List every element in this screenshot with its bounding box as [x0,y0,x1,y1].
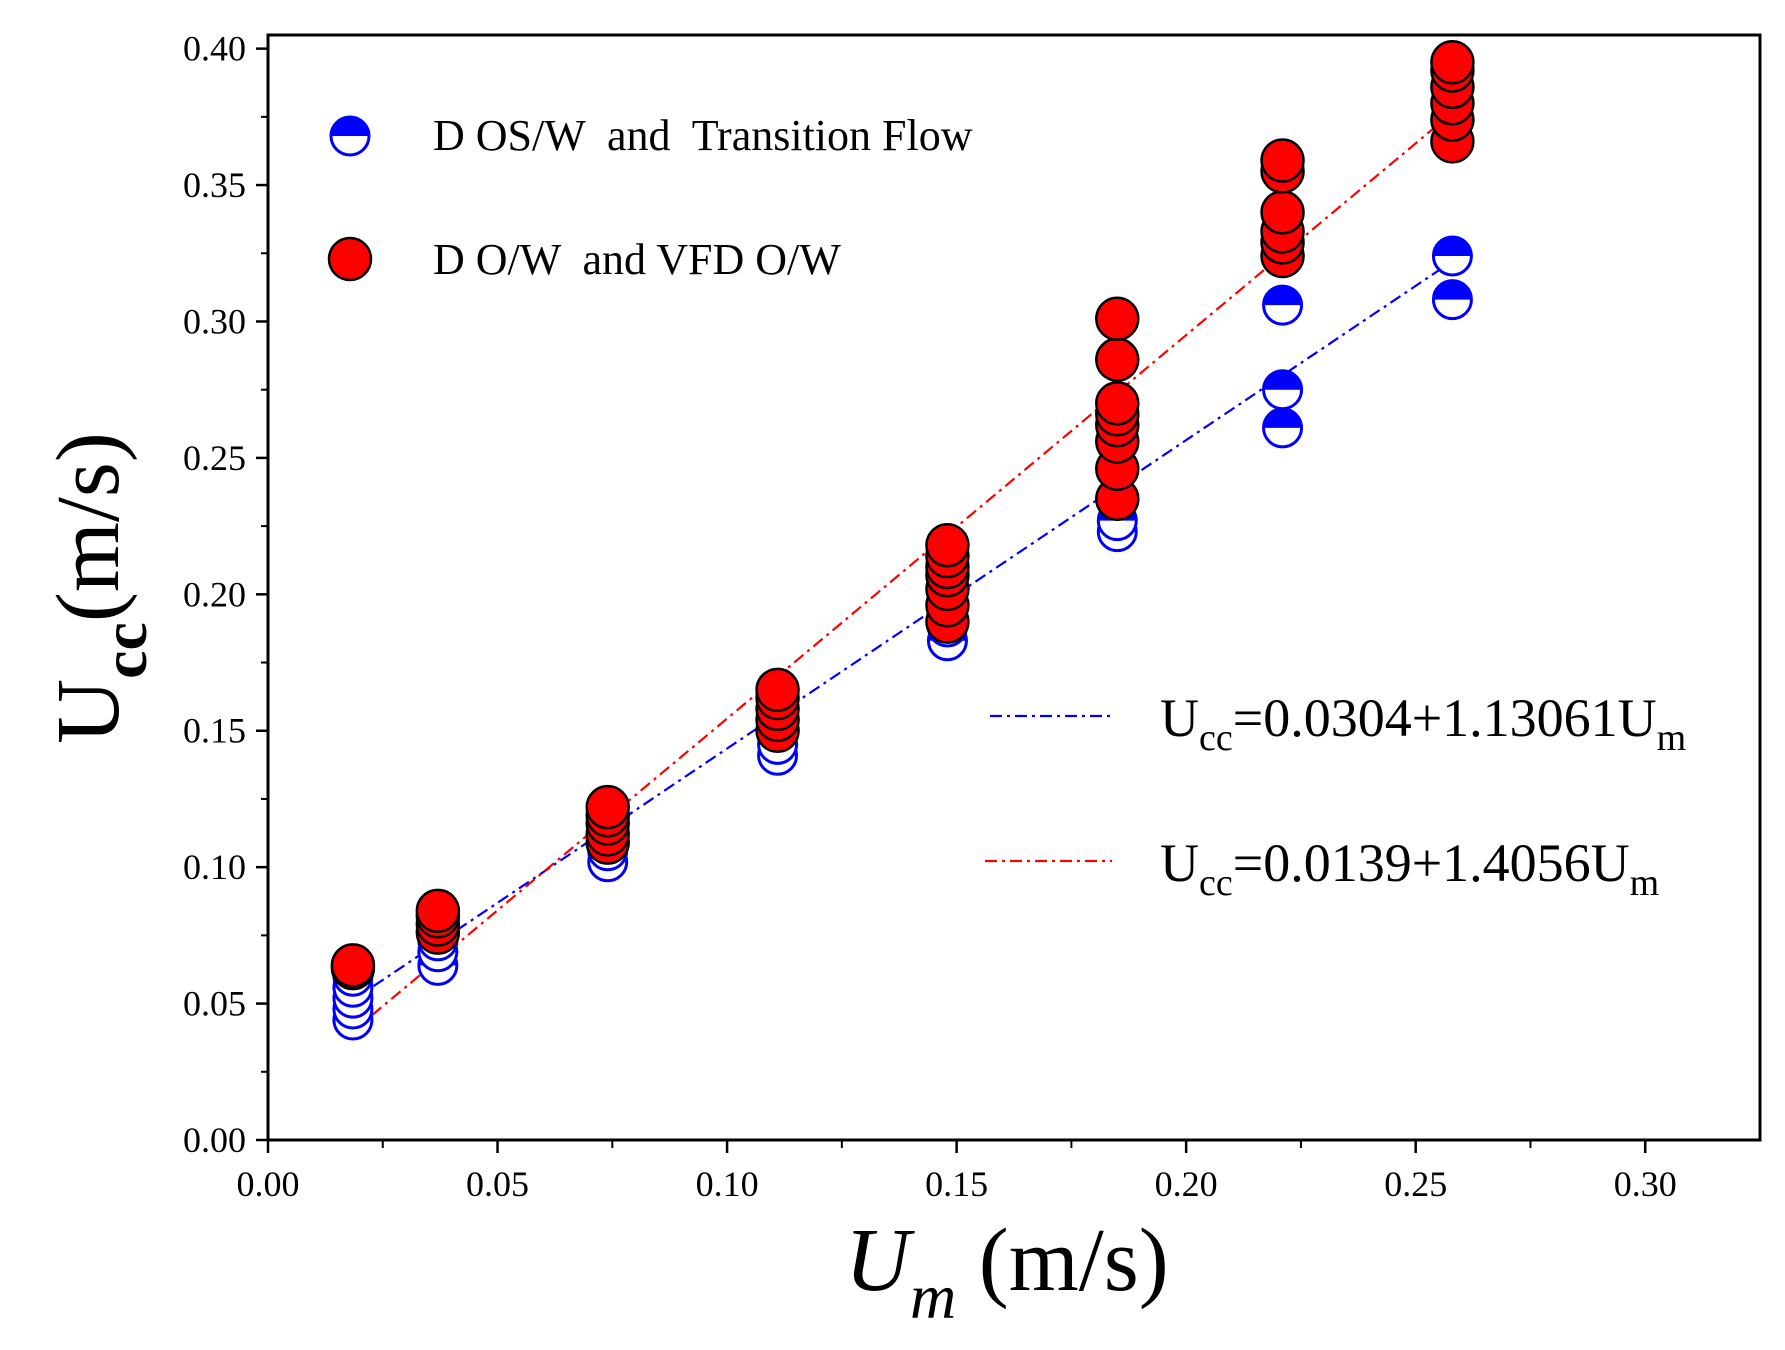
fit-equation-red: Ucc=0.0139+1.4056Um [1160,833,1659,904]
plot-frame [266,33,1762,1142]
blue-data-point [1262,284,1304,326]
red-data-point [330,943,376,988]
blue-point-fill [1433,280,1472,300]
blue-point-fill [1263,286,1302,306]
y-tick-label: 0.00 [183,1120,246,1160]
red-data-point [415,888,461,934]
red-data-point [1430,40,1475,85]
y-axis-title: Ucc(m/s) [39,432,160,744]
x-tick-label: 0.30 [1614,1164,1677,1204]
y-tick-label: 0.15 [183,711,246,751]
legend: D OS/W and Transition Flow D O/W and VFD… [327,111,973,284]
blue-point-fill [1433,237,1472,256]
blue-data-point [1262,369,1304,411]
blue-data-point [1431,279,1473,321]
fit-equation-blue: Ucc=0.0304+1.13061Um [1160,688,1686,759]
red-data-point [1095,381,1140,426]
red-data-point [1095,296,1140,342]
y-tick-label: 0.10 [183,847,246,887]
y-tick-label: 0.35 [183,165,246,205]
y-tick-label: 0.05 [183,984,246,1024]
red-data-point [1260,190,1305,235]
x-tick-label: 0.15 [925,1164,988,1204]
x-tick-label: 0.10 [696,1164,759,1204]
red-data-point [1260,138,1305,183]
x-axis-title: Um (m/s) [845,1211,1169,1332]
legend-marker-red [327,236,373,282]
blue-data-point [1431,235,1473,277]
blue-point-fill [1263,370,1302,390]
x-tick-label: 0.05 [466,1164,529,1204]
red-data-point [755,667,800,713]
red-data-point [585,784,630,830]
y-tick-label: 0.20 [183,574,246,614]
y-tick-label: 0.25 [183,438,246,478]
blue-point-fill [1263,408,1302,428]
legend-label-red: D O/W and VFD O/W [433,235,841,284]
y-tick-label: 0.30 [183,301,246,341]
x-tick-label: 0.20 [1155,1164,1218,1204]
x-tick-label: 0.25 [1384,1164,1447,1204]
legend-label-blue: D OS/W and Transition Flow [433,111,973,160]
red-data-point [925,522,970,568]
blue-data-point [1262,407,1304,449]
red-data-point [1095,337,1140,382]
data-points [330,40,1475,1041]
legend-marker-blue [329,115,371,157]
fit-legend: Ucc=0.0304+1.13061Um Ucc=0.0139+1.4056Um [985,688,1686,904]
x-tick-label: 0.00 [237,1164,300,1204]
axes: 0.00 0.05 0.10 0.15 0.20 0.25 0.30 0.00 0.05 0.10… [183,29,1677,1204]
y-tick-label: 0.40 [183,29,246,69]
